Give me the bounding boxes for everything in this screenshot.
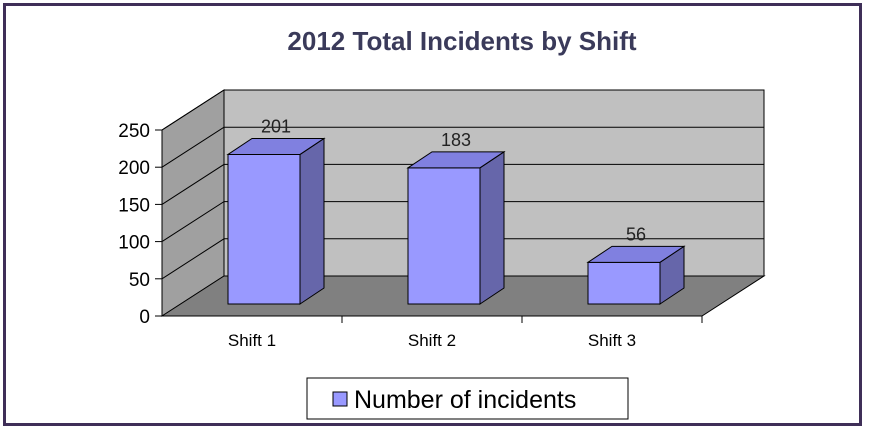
gridline bbox=[161, 163, 764, 205]
category-label: Shift 2 bbox=[408, 331, 456, 350]
category-label: Shift 1 bbox=[228, 331, 276, 350]
legend-box bbox=[306, 377, 629, 420]
bar bbox=[226, 137, 326, 305]
bar-front bbox=[587, 261, 661, 305]
legend: Number of incidents bbox=[306, 377, 629, 420]
y-tick-label: 0 bbox=[139, 307, 150, 328]
data-label: 183 bbox=[441, 130, 471, 150]
category-label: Shift 3 bbox=[588, 331, 636, 350]
y-tick-label: 250 bbox=[118, 121, 150, 142]
bar-front bbox=[407, 167, 481, 305]
gridline bbox=[161, 126, 764, 168]
bar-side bbox=[299, 137, 325, 305]
gridline bbox=[161, 238, 764, 280]
data-label: 201 bbox=[261, 116, 291, 136]
bar bbox=[406, 150, 506, 305]
bar-top bbox=[226, 137, 326, 155]
y-tick-label: 200 bbox=[118, 158, 150, 179]
bar-front bbox=[227, 153, 301, 305]
y-tick-label: 150 bbox=[118, 195, 150, 216]
y-tick-label: 50 bbox=[129, 270, 150, 291]
bar-side bbox=[479, 150, 505, 305]
legend-label: Number of incidents bbox=[354, 386, 576, 414]
y-tick-label: 100 bbox=[118, 233, 150, 254]
bar-top bbox=[586, 245, 686, 263]
data-label: 56 bbox=[626, 224, 646, 244]
legend-swatch bbox=[332, 391, 348, 407]
gridline bbox=[161, 201, 764, 243]
bar-top bbox=[406, 151, 506, 169]
bar bbox=[586, 245, 686, 305]
gridline bbox=[161, 89, 764, 131]
chart-title: 2012 Total Incidents by Shift bbox=[287, 26, 636, 56]
